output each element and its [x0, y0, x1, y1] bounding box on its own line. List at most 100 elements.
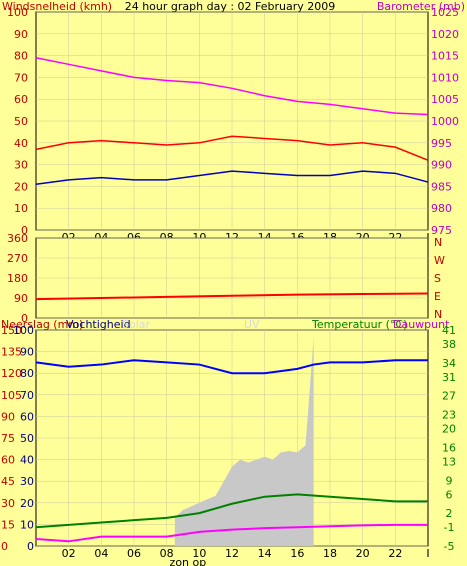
panel3-y-humidity-tick: 100 [13, 324, 34, 337]
panel3-header-humidity: Vochtigheid [66, 318, 131, 331]
panel3-y-humidity-tick: 40 [20, 454, 34, 467]
panel3-temperature-line [35, 493, 428, 529]
panel3-y-humidity-tick: 60 [20, 410, 34, 423]
panel3-header-dewpoint: Dauwpunt [393, 318, 450, 331]
panel3-y2-tick: 23 [442, 409, 456, 422]
panel3-y-humidity-tick: 80 [20, 367, 34, 380]
panel1-series-0 [35, 57, 429, 116]
panel1-series-2 [35, 170, 429, 185]
panel2-y-tick: 90 [14, 292, 28, 305]
panel3-y2-tick: 13 [442, 455, 456, 468]
panel1-series-1 [35, 135, 429, 161]
panel3-x-tick: 18 [323, 547, 337, 560]
panel2-y-tick: 0 [21, 312, 28, 325]
panel1-y-tick: 90 [14, 28, 28, 41]
panel3-x-tick: 22 [388, 547, 402, 560]
panel1-y-tick: 60 [14, 93, 28, 106]
panel3-y2-tick: 34 [442, 357, 456, 370]
panel1-y2-tick: 1005 [431, 93, 459, 106]
panel2-y2-label: W [434, 254, 445, 267]
panel3-rain-area [174, 337, 314, 546]
panel2-y-tick: 180 [7, 272, 28, 285]
panel2-y-tick: 360 [7, 232, 28, 245]
panel3-dewpoint-line [35, 523, 428, 543]
panel3-header-solar: Solar [122, 318, 151, 331]
panel3-y2-tick: 2 [446, 507, 453, 520]
panel3-y-rain-tick: 15 [1, 518, 15, 531]
panel1-y-tick: 80 [14, 50, 28, 63]
panel1-y2-tick: 1015 [431, 50, 459, 63]
panel1-y-tick: 70 [14, 71, 28, 84]
panel3-y2-tick: -1 [444, 521, 455, 534]
panel3-y-humidity-tick: 0 [27, 540, 34, 553]
panel3-y-rain-tick: 30 [1, 497, 15, 510]
panel1-y-tick: 0 [21, 224, 28, 237]
panel3-y-rain-tick: 150 [1, 324, 22, 337]
panel3-y2-tick: 41 [442, 324, 456, 337]
header-left-label: Windsnelheid (kmh) [2, 0, 112, 13]
panel1-y2-tick: 980 [431, 202, 452, 215]
panel3-header-temperature: Temperatuur (°C) [311, 318, 407, 331]
panel3-y-rain-tick: 90 [1, 410, 15, 423]
panel3-x-tick: 14 [258, 547, 272, 560]
header-title: 24 hour graph day : 02 February 2009 [125, 0, 336, 13]
panel3-y2-tick: 31 [442, 371, 456, 384]
panel3-y2-tick: 27 [442, 390, 456, 403]
panel3-sunrise-label: zon op [170, 556, 207, 566]
panel1-y-tick: 20 [14, 180, 28, 193]
panel1-y-tick: 100 [7, 6, 28, 19]
panel3-x-tick: 06 [127, 547, 141, 560]
panel3-x-tick: 10 [192, 547, 206, 560]
panel3-y-rain-tick: 105 [1, 389, 22, 402]
panel1-y2-tick: 1025 [431, 6, 459, 19]
panel3-humidity-line [35, 359, 428, 375]
panel3-x-tick: I [426, 547, 429, 560]
panel3-y-humidity-tick: 30 [20, 475, 34, 488]
panel3-y2-tick: -5 [444, 540, 455, 553]
panel3-y-rain-tick: 60 [1, 454, 15, 467]
panel3-y-rain-tick: 0 [1, 540, 8, 553]
panel1-y2-tick: 1010 [431, 71, 459, 84]
panel1-y-tick: 40 [14, 137, 28, 150]
panel1-y2-tick: 985 [431, 180, 452, 193]
panel1-y2-tick: 990 [431, 159, 452, 172]
panel1-y-tick: 50 [14, 115, 28, 128]
panel2-y2-label: N [434, 236, 442, 249]
panel2-y2-label: E [434, 290, 441, 303]
panel2-y2-label: N [434, 308, 442, 321]
panel1-y-tick: 10 [14, 202, 28, 215]
panel3-y2-tick: 38 [442, 338, 456, 351]
panel3-y-rain-tick: 45 [1, 475, 15, 488]
panel3-y2-tick: 9 [446, 474, 453, 487]
panel3-y-humidity-tick: 50 [20, 432, 34, 445]
header-right-label: Barometer (mb) [377, 0, 465, 13]
panel2-y2-label: S [434, 272, 441, 285]
panel3-x-tick: 20 [356, 547, 370, 560]
panel1-y-tick: 30 [14, 159, 28, 172]
panel3-y-rain-tick: 75 [1, 432, 15, 445]
panel3-header-rain: Neerslag (mm) [1, 318, 83, 331]
panel3-y-humidity-tick: 70 [20, 389, 34, 402]
panel3-y-humidity-tick: 10 [20, 518, 34, 531]
panel3-x-tick: 02 [62, 547, 76, 560]
panel3-x-tick: 16 [290, 547, 304, 560]
panel1-y2-tick: 995 [431, 137, 452, 150]
panel3-y-humidity-tick: 90 [20, 346, 34, 359]
panel3-y2-tick: 16 [442, 441, 456, 454]
panel3-x-tick: 08 [160, 547, 174, 560]
panel3-y2-tick: 20 [442, 423, 456, 436]
panel3-y2-tick: 6 [446, 488, 453, 501]
panel2-series-0 [35, 292, 429, 301]
panel1-y2-tick: 975 [431, 224, 452, 237]
panel3-x-tick: 04 [94, 547, 108, 560]
panel3-y-rain-tick: 135 [1, 346, 22, 359]
panel3-y-rain-tick: 120 [1, 367, 22, 380]
panel3-header-uv: UV [244, 318, 260, 331]
panel1-y2-tick: 1020 [431, 28, 459, 41]
panel1-y2-tick: 1000 [431, 115, 459, 128]
panel2-y-tick: 270 [7, 252, 28, 265]
panel3-y-humidity-tick: 20 [20, 497, 34, 510]
panel3-x-tick: 12 [225, 547, 239, 560]
